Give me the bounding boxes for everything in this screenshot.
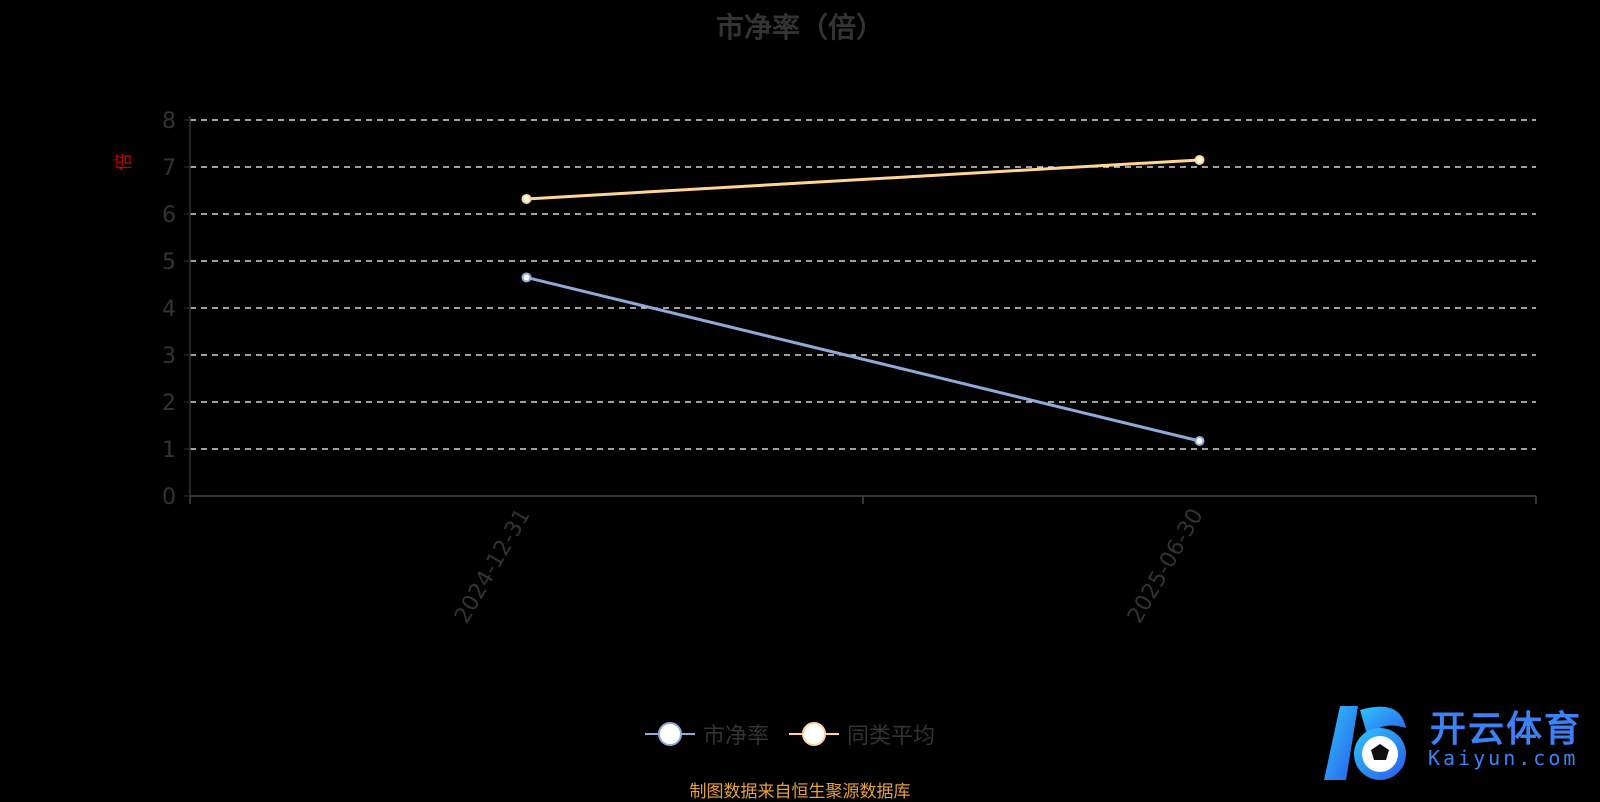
legend-label: 市净率	[703, 724, 770, 749]
y-tick-label: 0	[162, 485, 176, 510]
y-tick-label: 7	[162, 156, 176, 181]
chart-legend: 市净率 同类平均	[645, 718, 955, 750]
series-line-0	[526, 275, 1200, 443]
chart-title: 市净率（倍）	[715, 11, 884, 44]
legend-marker-icon	[789, 722, 840, 746]
legend-item-series-1[interactable]: 同类平均	[789, 718, 935, 750]
kaiyun-logo[interactable]: 开云体育 Kaiyun.com	[1310, 698, 1595, 788]
series-line-1	[526, 158, 1200, 201]
y-tick-label: 4	[162, 297, 176, 322]
data-point	[1194, 154, 1205, 165]
soccer-ball-k-logo-icon	[1324, 706, 1406, 780]
legend-label: 同类平均	[847, 724, 936, 749]
data-point	[1194, 436, 1205, 447]
x-tick-label: 2024-12-31	[450, 505, 536, 628]
data-point	[521, 272, 532, 283]
y-tick-label: 1	[162, 438, 176, 463]
legend-marker-icon	[645, 722, 695, 746]
logo-subtext: Kaiyun.com	[1428, 746, 1579, 770]
y-axis-label: 倍	[114, 153, 135, 171]
y-tick-label: 3	[162, 344, 176, 369]
logo-text: 开云体育	[1430, 709, 1583, 750]
y-tick-label: 2	[162, 391, 176, 416]
y-tick-label: 5	[162, 250, 176, 275]
source-note: 制图数据来自恒生聚源数据库	[689, 782, 911, 802]
y-tick-label: 8	[162, 109, 176, 134]
x-tick-label: 2025-06-30	[1123, 505, 1209, 628]
legend-item-series-0[interactable]: 市净率	[645, 718, 769, 750]
y-tick-label: 6	[162, 203, 176, 228]
data-point	[521, 193, 532, 204]
